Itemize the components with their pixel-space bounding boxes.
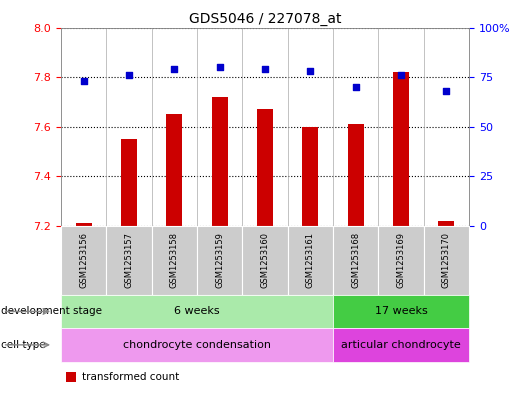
- Bar: [303, 127, 319, 226]
- Bar: [152, 28, 197, 226]
- Bar: [288, 28, 333, 226]
- Bar: [378, 28, 423, 226]
- Bar: [393, 72, 409, 226]
- Text: cell type: cell type: [1, 340, 45, 350]
- Point: [261, 66, 269, 72]
- Point: [125, 72, 133, 78]
- Point: [170, 66, 179, 72]
- Text: GSM1253156: GSM1253156: [79, 232, 88, 288]
- Bar: [348, 124, 364, 226]
- Text: 17 weeks: 17 weeks: [375, 307, 427, 316]
- Text: articular chondrocyte: articular chondrocyte: [341, 340, 461, 350]
- Bar: [257, 109, 273, 226]
- Bar: [76, 224, 92, 226]
- Bar: [333, 28, 378, 226]
- Bar: [242, 28, 288, 226]
- Text: development stage: development stage: [1, 307, 102, 316]
- Bar: [121, 139, 137, 226]
- Text: GSM1253160: GSM1253160: [261, 232, 269, 288]
- Text: GSM1253169: GSM1253169: [396, 232, 405, 288]
- Point: [442, 88, 450, 94]
- Text: GSM1253158: GSM1253158: [170, 232, 179, 288]
- Text: GSM1253170: GSM1253170: [442, 232, 451, 288]
- Bar: [61, 28, 107, 226]
- Text: 6 weeks: 6 weeks: [174, 307, 220, 316]
- Text: GSM1253161: GSM1253161: [306, 232, 315, 288]
- Text: chondrocyte condensation: chondrocyte condensation: [123, 340, 271, 350]
- Text: GSM1253159: GSM1253159: [215, 232, 224, 288]
- Title: GDS5046 / 227078_at: GDS5046 / 227078_at: [189, 13, 341, 26]
- Bar: [107, 28, 152, 226]
- Text: GSM1253168: GSM1253168: [351, 232, 360, 288]
- Point: [397, 72, 405, 78]
- Bar: [438, 221, 454, 226]
- Point: [351, 84, 360, 90]
- Point: [215, 64, 224, 70]
- Point: [306, 68, 315, 74]
- Text: transformed count: transformed count: [82, 372, 179, 382]
- Bar: [211, 97, 227, 226]
- Point: [80, 78, 88, 84]
- Bar: [166, 114, 182, 226]
- Text: GSM1253157: GSM1253157: [125, 232, 134, 288]
- Bar: [423, 28, 469, 226]
- Bar: [197, 28, 242, 226]
